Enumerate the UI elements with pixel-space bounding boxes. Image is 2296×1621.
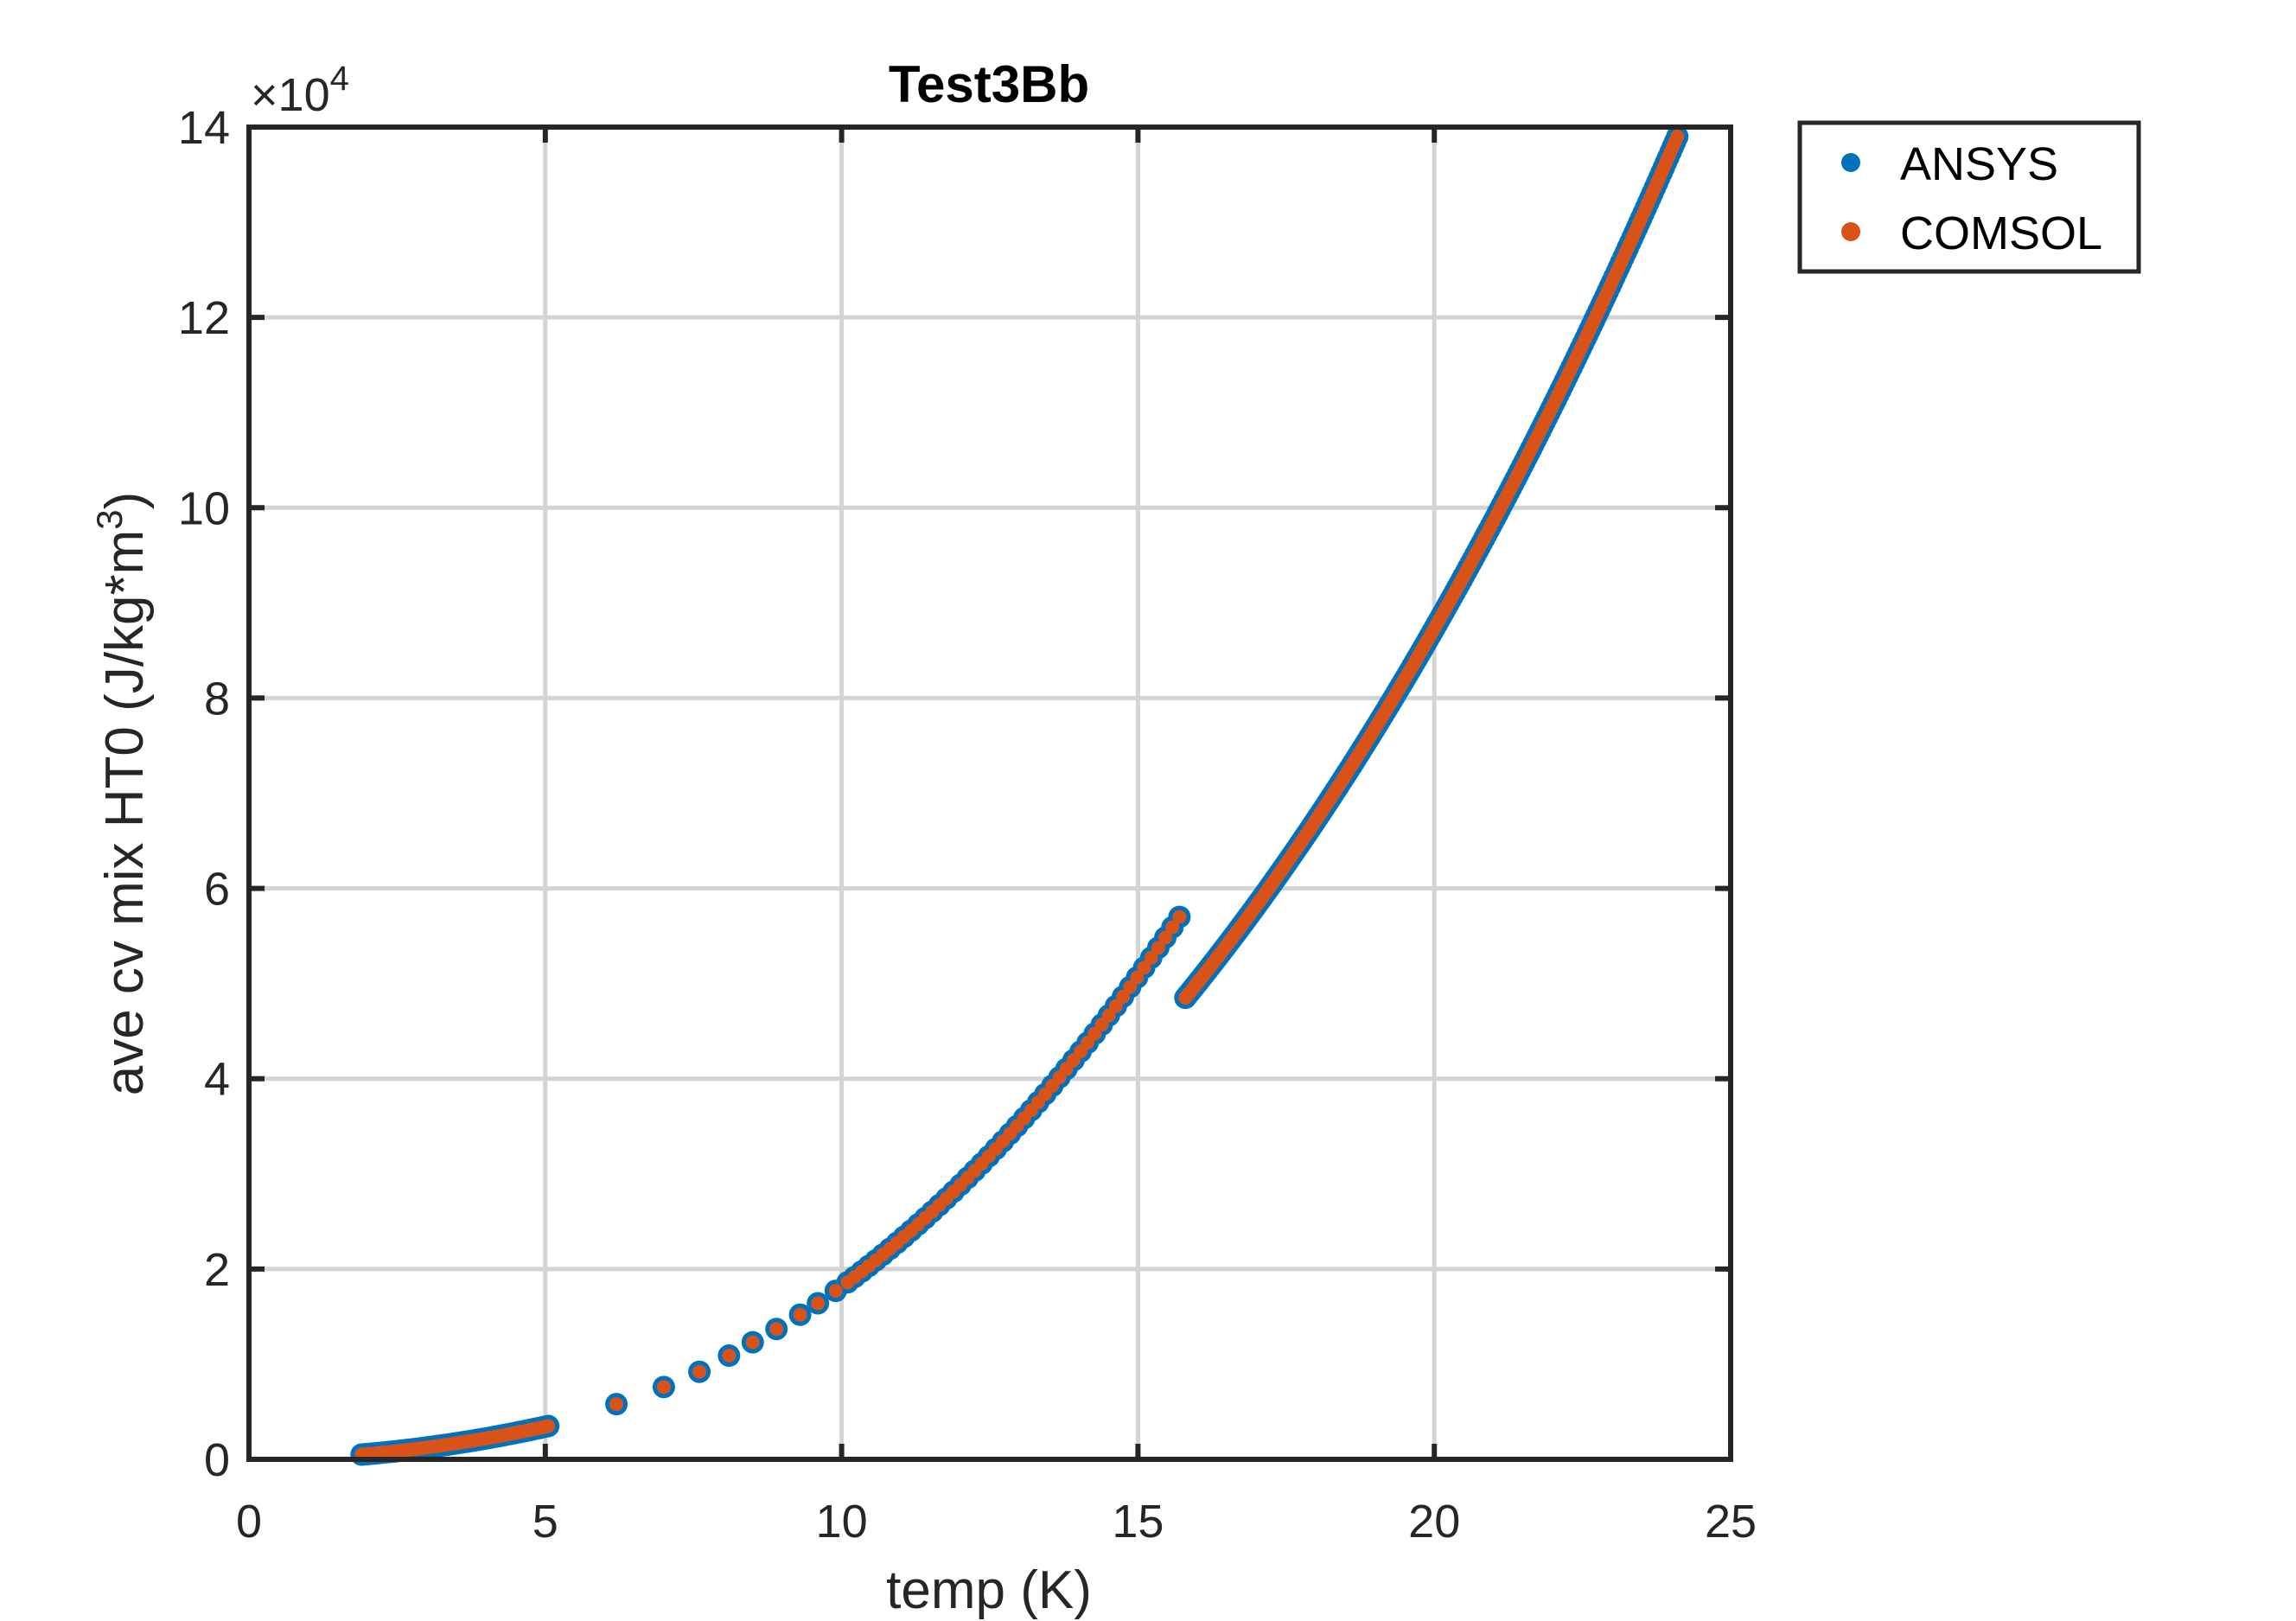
point-comsol [1670, 130, 1685, 144]
legend-box [1797, 120, 2141, 274]
y-tick-label: 2 [204, 1244, 230, 1296]
point-comsol [1116, 989, 1131, 1004]
legend-marker-comsol [1841, 222, 1860, 241]
x-tick-label: 15 [1112, 1496, 1164, 1548]
point-comsol [1137, 960, 1151, 975]
x-axis-label: temp (K) [886, 1560, 1092, 1620]
data-points [350, 125, 1689, 1466]
legend-label-ansys: ANSYS [1900, 138, 2058, 190]
grid-lines [249, 127, 1731, 1459]
y-tick-labels: 0 2 4 6 8 10 12 14 [178, 102, 230, 1486]
y-tick-label: 4 [204, 1054, 230, 1106]
plot-area [249, 127, 1731, 1459]
point-comsol [1172, 909, 1187, 924]
point-comsol [1144, 950, 1158, 965]
y-tick-label: 6 [204, 864, 230, 916]
y-tick-label: 14 [178, 102, 230, 154]
y-axis-label-sup: 3 [89, 509, 130, 529]
x-tick-label: 10 [816, 1496, 868, 1548]
point-comsol [1151, 941, 1165, 955]
axes-box [246, 124, 1733, 1462]
legend-label-comsol: COMSOL [1900, 207, 2102, 259]
point-comsol [1158, 930, 1173, 945]
legend-marker-ansys [1841, 153, 1860, 172]
x-tick-label: 5 [533, 1496, 558, 1548]
y-tick-label: 12 [178, 292, 230, 344]
point-comsol [1165, 920, 1180, 935]
x-tick-labels: 0 5 10 15 20 25 [236, 1496, 1757, 1548]
chart-title: Test3Bb [889, 55, 1089, 113]
point-comsol [769, 1322, 784, 1337]
point-comsol [609, 1397, 624, 1412]
legend: ANSYS COMSOL [1797, 120, 2141, 274]
series-comsol [354, 130, 1685, 1462]
x-tick-label: 20 [1408, 1496, 1460, 1548]
y-exponent-power: 4 [330, 60, 349, 98]
y-axis-label-close: ) [95, 492, 155, 510]
y-axis-label: ave cv mix HT0 (J/kg*m3) [89, 492, 155, 1096]
y-tick-label: 10 [178, 482, 230, 534]
point-comsol [828, 1284, 843, 1299]
y-axis-label-main: ave cv mix HT0 (J/kg*m [95, 530, 155, 1096]
point-comsol [541, 1419, 556, 1433]
point-comsol [745, 1335, 760, 1350]
y-exponent-label: ×104 [251, 60, 349, 121]
point-comsol [1108, 999, 1123, 1013]
y-tick-label: 0 [204, 1434, 230, 1486]
y-tick-label: 8 [204, 673, 230, 724]
x-tick-label: 25 [1705, 1496, 1757, 1548]
x-tick-label: 0 [236, 1496, 262, 1548]
point-comsol [1123, 980, 1138, 994]
point-comsol [793, 1307, 807, 1322]
point-comsol [692, 1364, 707, 1379]
point-comsol [722, 1349, 737, 1363]
point-comsol [1130, 970, 1145, 985]
y-exponent-prefix: ×10 [251, 69, 330, 121]
point-comsol [811, 1296, 826, 1311]
point-comsol [656, 1380, 671, 1394]
